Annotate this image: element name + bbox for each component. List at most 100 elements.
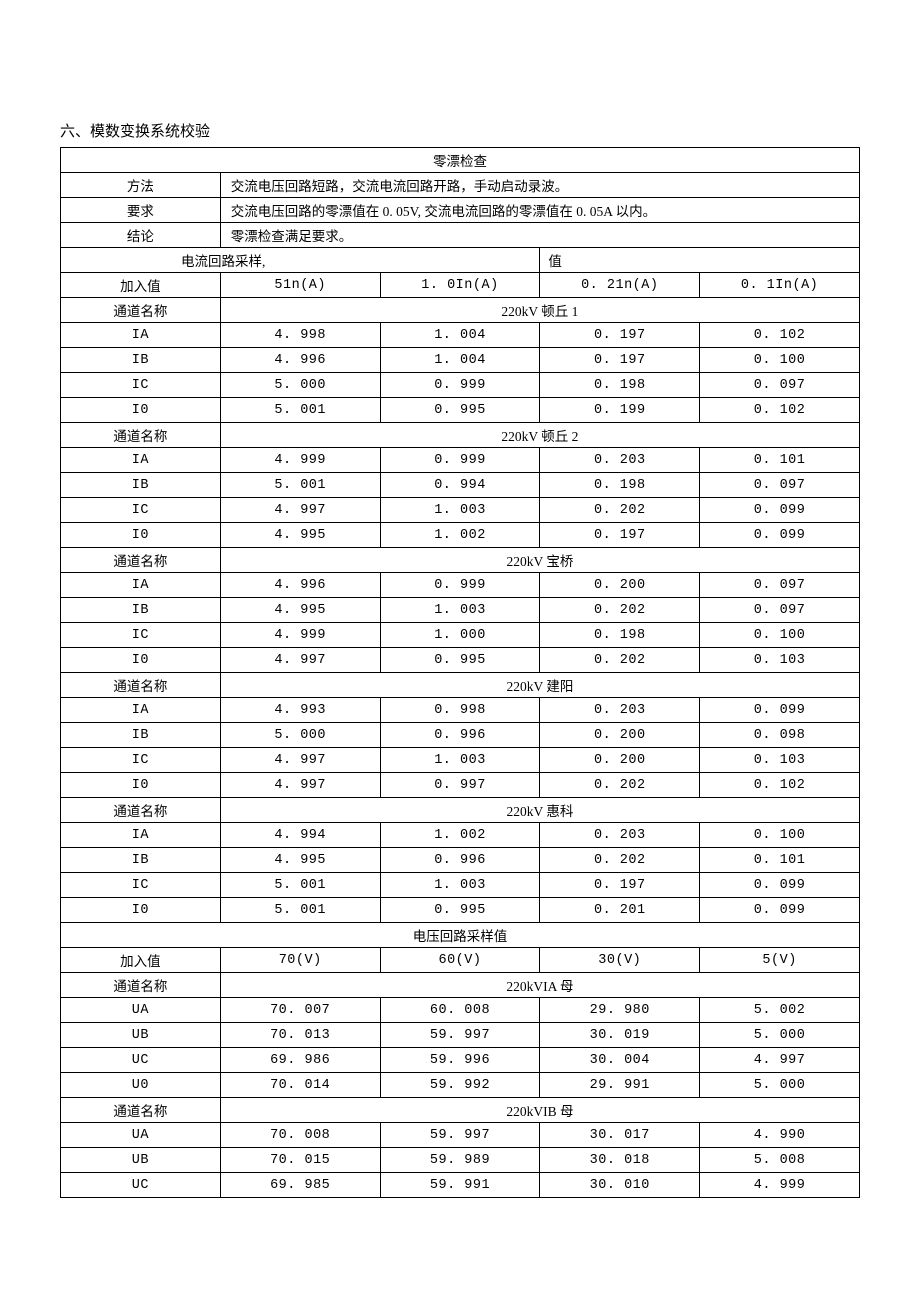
voltage-section-title: 电压回路采样值 xyxy=(61,923,860,948)
data-cell: 5. 001 xyxy=(220,873,380,898)
current-section-header-left: 电流回路采样, xyxy=(61,248,540,273)
data-cell: 0. 198 xyxy=(540,373,700,398)
data-cell: 0. 102 xyxy=(700,773,860,798)
data-row: IA4. 9930. 9980. 2030. 099 xyxy=(61,698,860,723)
data-cell: 0. 197 xyxy=(540,523,700,548)
channel-id: I0 xyxy=(61,523,221,548)
channel-name-row: 通道名称220kV 顿丘 2 xyxy=(61,423,860,448)
data-cell: 0. 099 xyxy=(700,523,860,548)
data-cell: 0. 097 xyxy=(700,598,860,623)
conclusion-value: 零漂检查满足要求。 xyxy=(220,223,859,248)
voltage-col-3: 5(V) xyxy=(700,948,860,973)
channel-id: IB xyxy=(61,848,221,873)
channel-id: IC xyxy=(61,873,221,898)
data-cell: 0. 995 xyxy=(380,398,540,423)
channel-id: IC xyxy=(61,748,221,773)
data-cell: 0. 200 xyxy=(540,748,700,773)
voltage-section-title-row: 电压回路采样值 xyxy=(61,923,860,948)
data-cell: 70. 015 xyxy=(220,1148,380,1173)
data-row: IB5. 0010. 9940. 1980. 097 xyxy=(61,473,860,498)
data-cell: 5. 000 xyxy=(220,723,380,748)
channel-group-name: 220kVIB 母 xyxy=(220,1098,859,1123)
data-cell: 0. 202 xyxy=(540,648,700,673)
channel-name-row: 通道名称220kVIA 母 xyxy=(61,973,860,998)
data-cell: 4. 997 xyxy=(700,1048,860,1073)
data-cell: 4. 995 xyxy=(220,848,380,873)
channel-name-row: 通道名称220kVIB 母 xyxy=(61,1098,860,1123)
data-cell: 60. 008 xyxy=(380,998,540,1023)
data-row: I04. 9970. 9970. 2020. 102 xyxy=(61,773,860,798)
channel-name-row: 通道名称220kV 宝桥 xyxy=(61,548,860,573)
data-cell: 0. 995 xyxy=(380,648,540,673)
data-cell: 4. 995 xyxy=(220,523,380,548)
channel-group-name: 220kV 顿丘 2 xyxy=(220,423,859,448)
data-cell: 69. 985 xyxy=(220,1173,380,1198)
conclusion-label: 结论 xyxy=(61,223,221,248)
data-cell: 0. 102 xyxy=(700,323,860,348)
channel-group-name: 220kVIA 母 xyxy=(220,973,859,998)
data-cell: 4. 995 xyxy=(220,598,380,623)
requirement-row: 要求 交流电压回路的零漂值在 0. 05V, 交流电流回路的零漂值在 0. 05… xyxy=(61,198,860,223)
channel-label: 通道名称 xyxy=(61,798,221,823)
method-label: 方法 xyxy=(61,173,221,198)
data-row: IB5. 0000. 9960. 2000. 098 xyxy=(61,723,860,748)
data-cell: 0. 202 xyxy=(540,498,700,523)
voltage-input-header-row: 加入值 70(V) 60(V) 30(V) 5(V) xyxy=(61,948,860,973)
data-cell: 0. 996 xyxy=(380,723,540,748)
current-section-header-right: 值 xyxy=(540,248,860,273)
data-row: IA4. 9960. 9990. 2000. 097 xyxy=(61,573,860,598)
channel-label: 通道名称 xyxy=(61,673,221,698)
data-cell: 29. 980 xyxy=(540,998,700,1023)
channel-id: UA xyxy=(61,998,221,1023)
data-cell: 0. 100 xyxy=(700,623,860,648)
data-cell: 5. 008 xyxy=(700,1148,860,1173)
channel-label: 通道名称 xyxy=(61,1098,221,1123)
channel-id: IB xyxy=(61,473,221,498)
data-cell: 0. 103 xyxy=(700,648,860,673)
requirement-value: 交流电压回路的零漂值在 0. 05V, 交流电流回路的零漂值在 0. 05A 以… xyxy=(220,198,859,223)
channel-id: UB xyxy=(61,1023,221,1048)
channel-id: IB xyxy=(61,348,221,373)
data-cell: 30. 018 xyxy=(540,1148,700,1173)
data-row: UB70. 01359. 99730. 0195. 000 xyxy=(61,1023,860,1048)
channel-id: I0 xyxy=(61,898,221,923)
data-cell: 0. 099 xyxy=(700,698,860,723)
section-title: 六、模数变换系统校验 xyxy=(60,120,860,141)
data-row: IC4. 9971. 0030. 2000. 103 xyxy=(61,748,860,773)
current-groups: 通道名称220kV 顿丘 1IA4. 9981. 0040. 1970. 102… xyxy=(61,298,860,923)
data-cell: 5. 002 xyxy=(700,998,860,1023)
data-cell: 59. 992 xyxy=(380,1073,540,1098)
data-cell: 0. 100 xyxy=(700,823,860,848)
voltage-col-0: 70(V) xyxy=(220,948,380,973)
data-cell: 4. 996 xyxy=(220,348,380,373)
channel-group-name: 220kV 顿丘 1 xyxy=(220,298,859,323)
data-cell: 0. 201 xyxy=(540,898,700,923)
data-cell: 4. 996 xyxy=(220,573,380,598)
channel-name-row: 通道名称220kV 顿丘 1 xyxy=(61,298,860,323)
channel-group-name: 220kV 宝桥 xyxy=(220,548,859,573)
data-cell: 0. 199 xyxy=(540,398,700,423)
data-cell: 0. 098 xyxy=(700,723,860,748)
data-cell: 4. 999 xyxy=(220,623,380,648)
data-cell: 0. 200 xyxy=(540,723,700,748)
channel-label: 通道名称 xyxy=(61,973,221,998)
data-row: IA4. 9941. 0020. 2030. 100 xyxy=(61,823,860,848)
data-row: IC4. 9971. 0030. 2020. 099 xyxy=(61,498,860,523)
data-cell: 59. 996 xyxy=(380,1048,540,1073)
method-row: 方法 交流电压回路短路，交流电流回路开路，手动启动录波。 xyxy=(61,173,860,198)
requirement-label: 要求 xyxy=(61,198,221,223)
current-col-2: 0. 21n(A) xyxy=(540,273,700,298)
data-cell: 4. 993 xyxy=(220,698,380,723)
channel-name-row: 通道名称220kV 惠科 xyxy=(61,798,860,823)
zero-drift-title: 零漂检查 xyxy=(61,148,860,173)
channel-id: IA xyxy=(61,823,221,848)
data-cell: 30. 017 xyxy=(540,1123,700,1148)
data-cell: 0. 202 xyxy=(540,773,700,798)
data-cell: 69. 986 xyxy=(220,1048,380,1073)
channel-id: UA xyxy=(61,1123,221,1148)
current-input-header-row: 加入值 51n(A) 1. 0In(A) 0. 21n(A) 0. 1In(A) xyxy=(61,273,860,298)
channel-label: 通道名称 xyxy=(61,298,221,323)
data-row: IB4. 9961. 0040. 1970. 100 xyxy=(61,348,860,373)
channel-id: UC xyxy=(61,1048,221,1073)
data-cell: 5. 001 xyxy=(220,473,380,498)
